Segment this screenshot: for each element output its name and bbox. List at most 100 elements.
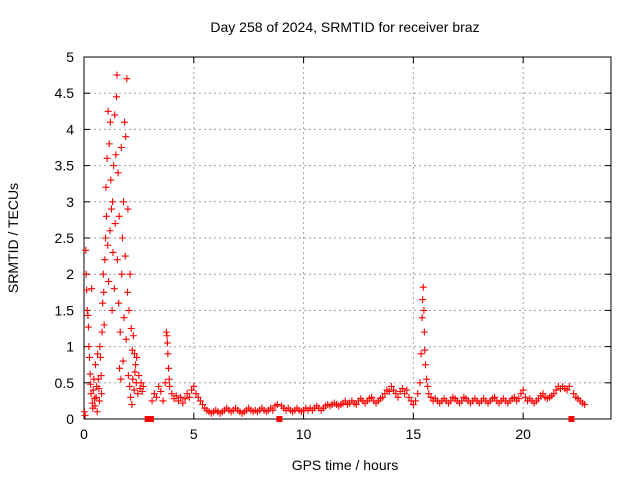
- data-point: [491, 393, 499, 401]
- x-tick-label: 0: [80, 426, 88, 442]
- data-point: [121, 252, 129, 260]
- data-point: [276, 416, 283, 422]
- data-point: [94, 350, 102, 358]
- data-point: [87, 380, 95, 388]
- data-point: [111, 111, 119, 119]
- data-point: [194, 393, 202, 401]
- data-point: [118, 270, 126, 278]
- data-point: [129, 375, 137, 383]
- data-point: [183, 390, 191, 398]
- data-point: [185, 393, 193, 401]
- y-tick-label: 1.5: [55, 302, 75, 318]
- x-tick-label: 10: [296, 426, 312, 442]
- data-point: [379, 393, 387, 401]
- data-point: [416, 379, 424, 387]
- data-point: [172, 392, 180, 400]
- data-point: [102, 234, 110, 242]
- data-point: [565, 382, 573, 390]
- data-point: [515, 395, 523, 403]
- data-point: [86, 370, 94, 378]
- data-point: [570, 390, 578, 398]
- data-point: [148, 397, 156, 405]
- data-point: [99, 299, 107, 307]
- data-point: [427, 393, 435, 401]
- data-point: [109, 248, 117, 256]
- data-point: [568, 416, 575, 422]
- data-point: [385, 387, 393, 395]
- data-point: [124, 205, 132, 213]
- data-point: [398, 385, 406, 393]
- data-point: [91, 361, 99, 369]
- data-point: [116, 364, 124, 372]
- data-point: [100, 288, 108, 296]
- data-point: [519, 386, 527, 394]
- data-point: [122, 335, 130, 343]
- data-point: [190, 382, 198, 390]
- data-point: [147, 416, 154, 422]
- data-point: [132, 361, 140, 369]
- data-point: [177, 393, 185, 401]
- data-point: [155, 382, 163, 390]
- data-point: [111, 220, 119, 228]
- data-point: [394, 393, 402, 401]
- data-point: [161, 379, 169, 387]
- data-point: [521, 393, 529, 401]
- data-point: [110, 162, 118, 170]
- data-point: [113, 256, 121, 264]
- data-point: [98, 390, 106, 398]
- data-point: [82, 270, 90, 278]
- data-point: [269, 406, 277, 414]
- data-point: [135, 372, 143, 380]
- data-point: [419, 296, 427, 304]
- data-point: [81, 411, 89, 419]
- data-point: [419, 283, 427, 291]
- data-point: [104, 241, 112, 249]
- data-point: [368, 393, 376, 401]
- data-point: [85, 343, 93, 351]
- y-tick-label: 3.5: [55, 158, 75, 174]
- data-point: [84, 311, 92, 319]
- x-tick-labels: 0 5 10 15 20: [80, 426, 531, 442]
- data-point: [120, 198, 128, 206]
- data-point: [157, 387, 165, 395]
- data-point: [88, 285, 96, 293]
- data-point: [113, 71, 121, 79]
- data-point: [112, 93, 120, 101]
- data-point: [405, 393, 413, 401]
- data-point: [104, 107, 112, 115]
- data-point: [401, 390, 409, 398]
- data-point: [134, 390, 142, 398]
- y-tick-label: 5: [66, 49, 74, 65]
- data-point: [125, 306, 133, 314]
- x-axis-label: GPS time / hours: [292, 457, 399, 473]
- y-axis-label: SRMTID / TECUs: [5, 183, 21, 293]
- data-point: [164, 350, 172, 358]
- data-point: [552, 386, 560, 394]
- data-point: [92, 393, 100, 401]
- data-point: [124, 372, 132, 380]
- data-point: [166, 382, 174, 390]
- data-point: [112, 151, 120, 159]
- data-point: [387, 382, 395, 390]
- data-point: [123, 288, 131, 296]
- data-point: [163, 339, 171, 347]
- data-point: [420, 328, 428, 336]
- data-point: [341, 397, 349, 405]
- data-point: [403, 386, 411, 394]
- data-point: [80, 408, 88, 416]
- x-tick-label: 20: [515, 426, 531, 442]
- x-tick-label: 5: [190, 426, 198, 442]
- data-point: [133, 353, 141, 361]
- y-tick-label: 3: [66, 194, 74, 210]
- data-point: [103, 154, 111, 162]
- y-tick-label: 2.5: [55, 230, 75, 246]
- data-point: [417, 350, 425, 358]
- data-point: [196, 397, 204, 405]
- data-point: [110, 285, 118, 293]
- data-point: [105, 140, 113, 148]
- data-point: [144, 416, 151, 422]
- data-point: [550, 390, 558, 398]
- data-point: [98, 328, 106, 336]
- data-point: [199, 401, 207, 409]
- y-tick-label: 2: [66, 266, 74, 282]
